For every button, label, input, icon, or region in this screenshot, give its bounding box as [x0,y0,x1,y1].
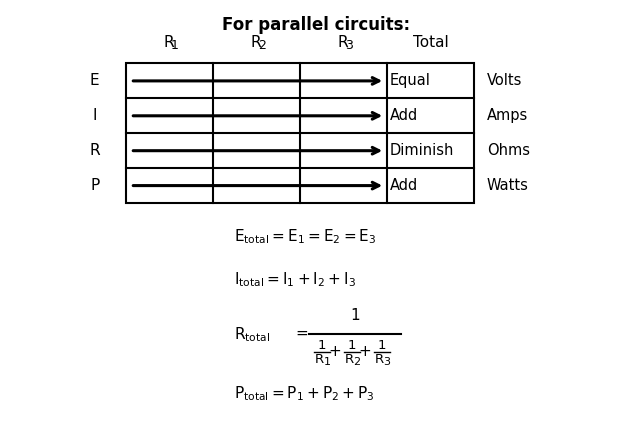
Text: P: P [90,178,99,193]
Text: 1: 1 [324,357,331,367]
Text: $\mathsf{E}_{\mathsf{total}} = \mathsf{E}_\mathsf{1} = \mathsf{E}_\mathsf{2} = \: $\mathsf{E}_{\mathsf{total}} = \mathsf{E… [234,228,377,246]
Text: $\mathsf{P}_{\mathsf{total}} = \mathsf{P}_\mathsf{1} + \mathsf{P}_\mathsf{2} + \: $\mathsf{P}_{\mathsf{total}} = \mathsf{P… [234,384,375,403]
Text: R: R [164,35,174,50]
Text: =: = [296,326,308,341]
Text: 3: 3 [384,357,391,367]
Text: R: R [314,353,324,365]
Text: R: R [90,143,100,158]
Text: $\mathsf{I}_{\mathsf{total}} = \mathsf{I}_\mathsf{1} + \mathsf{I}_\mathsf{2} + \: $\mathsf{I}_{\mathsf{total}} = \mathsf{I… [234,270,356,288]
Bar [126,63,474,203]
Text: I: I [92,108,97,123]
Text: +: + [329,343,341,359]
Text: Volts: Volts [487,74,522,88]
Text: R: R [344,353,353,365]
Text: E: E [90,74,100,88]
Text: $\mathsf{R}_{\mathsf{total}}$: $\mathsf{R}_{\mathsf{total}}$ [234,325,270,343]
Text: R: R [337,35,348,50]
Text: 1: 1 [350,308,360,323]
Text: 1: 1 [348,338,356,352]
Text: 1: 1 [318,338,326,352]
Text: +: + [358,343,371,359]
Text: 1: 1 [377,338,386,352]
Text: Amps: Amps [487,108,528,123]
Text: Add: Add [390,108,418,123]
Text: 1: 1 [171,39,179,52]
Text: Total: Total [413,35,449,50]
Text: Watts: Watts [487,178,528,193]
Text: Equal: Equal [390,74,431,88]
Text: Add: Add [390,178,418,193]
Text: Ohms: Ohms [487,143,530,158]
Text: 3: 3 [344,39,353,52]
Text: R: R [250,35,261,50]
Text: 2: 2 [258,39,265,52]
Text: For parallel circuits:: For parallel circuits: [222,16,410,34]
Text: R: R [374,353,384,365]
Text: 2: 2 [353,357,360,367]
Text: Diminish: Diminish [390,143,454,158]
